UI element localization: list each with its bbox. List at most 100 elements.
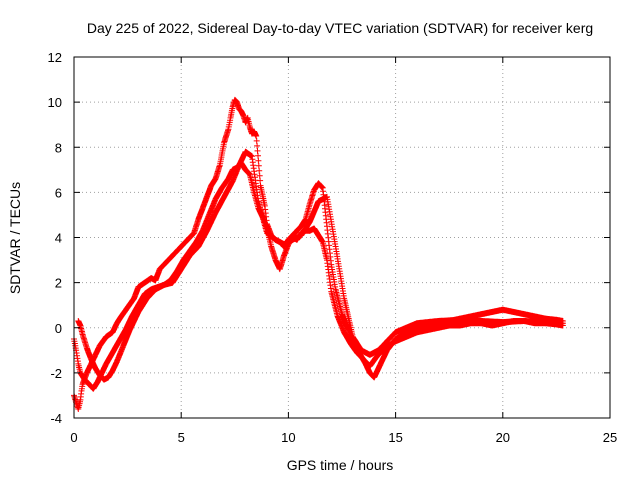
y-tick-label: 0: [55, 321, 62, 336]
data-point-group: [298, 219, 313, 239]
data-point-group: [83, 345, 94, 362]
data-point-group: [328, 261, 339, 290]
data-point-group: [349, 333, 364, 353]
data-point-group: [281, 242, 291, 259]
data-point-group: [195, 228, 210, 250]
data-point-group: [156, 259, 169, 273]
data-point-group: [124, 296, 137, 311]
data-point-group: [92, 343, 103, 358]
data-point-group: [264, 230, 279, 243]
data-point-group: [339, 311, 351, 332]
data-point-group: [332, 286, 345, 316]
data-point-group: [212, 194, 227, 216]
data-point-group: [306, 188, 317, 207]
data-point-group: [169, 266, 184, 286]
x-tick-label: 15: [388, 430, 402, 445]
data-point-group: [141, 286, 154, 297]
data-point-group: [294, 223, 304, 234]
data-point-group: [81, 376, 92, 387]
data-point-group: [242, 166, 253, 177]
data-point-group: [184, 230, 197, 243]
y-tick-label: 12: [48, 50, 62, 65]
data-point-group: [229, 163, 242, 185]
data-point-group: [315, 194, 330, 205]
data-point-group: [178, 237, 191, 250]
series-track-3: [75, 148, 566, 383]
data-point-group: [311, 225, 321, 238]
data-point-group: [199, 194, 210, 212]
data-point-group: [77, 390, 85, 403]
data-point-group: [324, 193, 339, 247]
data-point-group: [324, 223, 334, 264]
y-tick-label: 8: [55, 140, 62, 155]
data-point-group: [120, 328, 133, 349]
x-tick-label: 20: [496, 430, 510, 445]
data-point-group: [195, 206, 206, 223]
data-point-group: [122, 314, 135, 333]
y-axis-label: SDTVAR / TECUs: [7, 182, 23, 294]
x-tick-label: 25: [603, 430, 617, 445]
data-point-group: [186, 244, 201, 259]
data-point-group: [77, 369, 88, 382]
data-point-group: [126, 309, 141, 333]
data-point-group: [131, 285, 141, 302]
data-point-group: [135, 296, 150, 315]
x-axis-label: GPS time / hours: [287, 457, 394, 473]
data-point-group: [180, 248, 193, 264]
data-point-group: [499, 318, 527, 326]
data-point-group: [163, 253, 176, 266]
data-point-group: [90, 379, 101, 392]
data-point-group: [109, 339, 122, 356]
y-tick-label: -2: [50, 366, 62, 381]
data-point-group: [315, 180, 326, 191]
y-tick-label: 6: [55, 185, 62, 200]
data-point-group: [341, 295, 356, 338]
data-point-group: [203, 183, 214, 200]
data-point-group: [128, 302, 141, 320]
data-point-group: [193, 228, 206, 245]
data-point-group: [403, 320, 420, 331]
y-tick-label: 4: [55, 231, 62, 246]
data-point-group: [109, 321, 120, 336]
data-point-group: [113, 343, 126, 365]
data-point-group: [281, 237, 296, 248]
data-point-group: [79, 331, 90, 350]
data-point-group: [381, 338, 399, 352]
x-tick-label: 5: [178, 430, 185, 445]
data-point-group: [221, 178, 236, 200]
data-point-group: [221, 127, 231, 146]
data-point-group: [88, 356, 98, 371]
y-tick-label: 2: [55, 276, 62, 291]
data-point-group: [212, 185, 225, 203]
data-point-group: [302, 202, 313, 223]
data-point-group: [298, 217, 309, 230]
data-point-group: [306, 199, 321, 225]
data-point-group: [249, 153, 261, 202]
data-point-group: [315, 232, 326, 245]
series-layer: [71, 96, 566, 412]
data-point-group: [257, 182, 268, 208]
data-point-group: [324, 257, 334, 292]
data-point-group: [341, 329, 354, 346]
data-point-group: [103, 350, 116, 367]
axis-ticks: 0 5 10 15 20 25 -4 -2 0 2 4 6 8 10 12: [48, 50, 618, 445]
data-point-group: [255, 198, 270, 235]
data-point-group: [328, 288, 341, 318]
data-point-group: [289, 232, 304, 243]
y-tick-label: -4: [50, 411, 62, 426]
data-point-group: [384, 329, 399, 345]
data-point-group: [218, 176, 231, 191]
data-point-group: [212, 163, 223, 182]
data-point-group: [347, 340, 360, 355]
data-point-group: [371, 361, 384, 381]
data-point-group: [199, 213, 212, 234]
data-point: [559, 320, 566, 327]
data-point-group: [135, 279, 148, 291]
x-tick-label: 0: [70, 430, 77, 445]
data-point-group: [242, 148, 255, 159]
data-point-group: [366, 354, 379, 370]
data-point-group: [83, 361, 94, 376]
data-point-group: [135, 291, 148, 309]
data-point-group: [268, 243, 279, 262]
